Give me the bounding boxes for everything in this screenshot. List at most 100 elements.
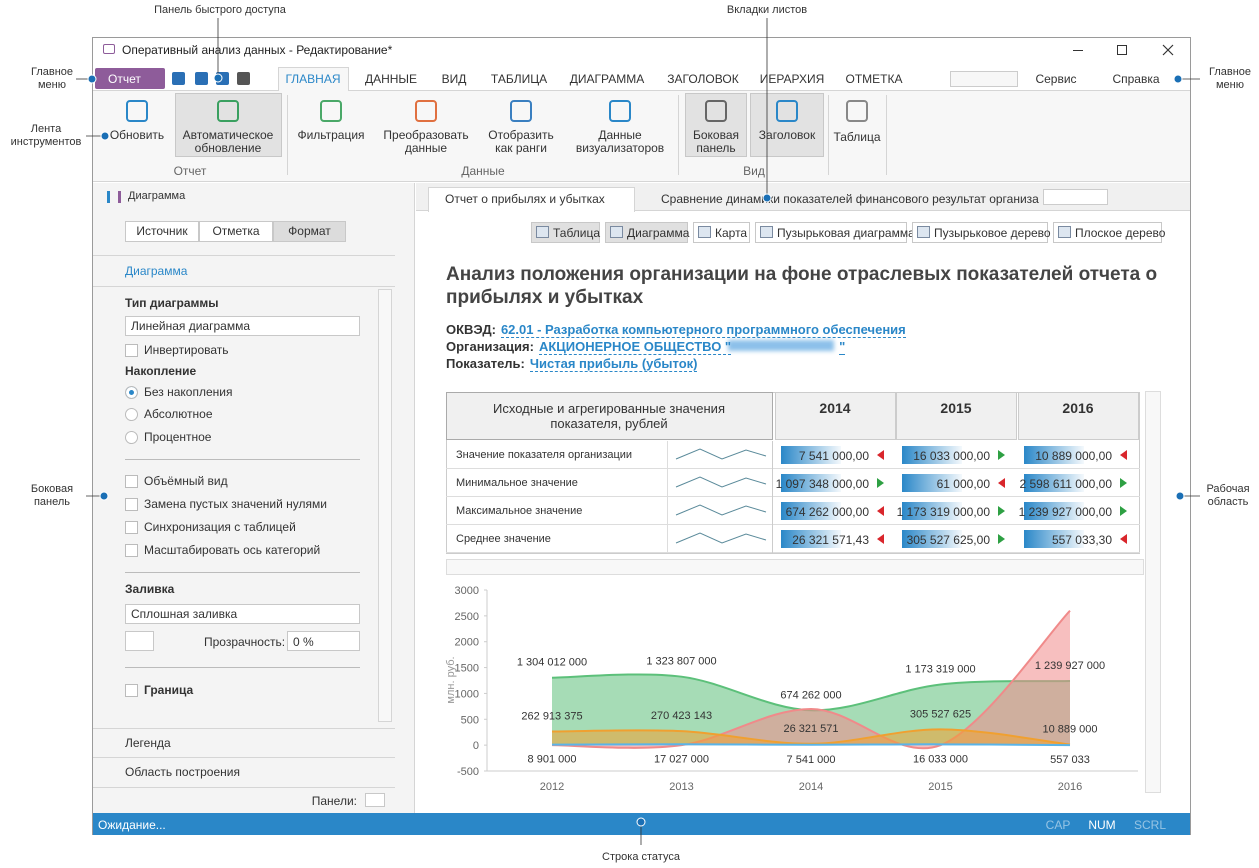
checkbox[interactable] — [125, 521, 138, 534]
view-icon — [1058, 226, 1071, 238]
section-header[interactable]: Диаграмма — [125, 264, 188, 278]
ribbon-tab[interactable]: ВИД — [441, 72, 467, 86]
section-header[interactable]: Область построения — [125, 765, 240, 779]
checkbox[interactable] — [125, 498, 138, 511]
ribbon-button[interactable]: Преобразовать данные — [383, 128, 469, 155]
field-link[interactable]: " — [839, 339, 846, 355]
sheet-nav[interactable] — [1043, 189, 1108, 205]
ribbon-button[interactable]: Обновить — [109, 128, 165, 142]
v-scrollbar[interactable] — [1145, 391, 1161, 793]
ribbon-button[interactable]: Боковая панель — [692, 128, 740, 155]
dropdown[interactable] — [125, 631, 154, 651]
radio-label[interactable]: Без накопления — [144, 385, 233, 399]
panel-tab-label[interactable]: Формат — [288, 224, 331, 238]
checkbox-label[interactable]: Замена пустых значений нулями — [144, 497, 327, 511]
field-link[interactable]: 62.01 - Разработка компьютерного програм… — [500, 322, 906, 338]
spinbox[interactable] — [287, 631, 360, 651]
panel-tab-label[interactable]: Отметка — [212, 224, 260, 238]
section-header[interactable]: Легенда — [125, 736, 171, 750]
ribbon-button-pressed[interactable] — [750, 93, 824, 157]
table-header-cell — [896, 392, 1017, 440]
ribbon-button[interactable]: Заголовок — [758, 128, 816, 142]
ribbon-tab[interactable]: ОТМЕТКА — [845, 72, 903, 86]
ribbon-icon — [415, 100, 437, 122]
ribbon-tab[interactable]: ЗАГОЛОВОК — [667, 72, 739, 86]
minimize[interactable] — [1073, 50, 1083, 51]
menu-item[interactable]: Справка — [1112, 72, 1160, 86]
ribbon-tab[interactable]: ИЕРАРХИЯ — [759, 72, 825, 86]
data-bar — [1024, 530, 1084, 548]
ribbon-icon — [776, 100, 798, 122]
ribbon-button[interactable]: Данные визуализаторов — [575, 128, 665, 155]
ribbon-button[interactable]: Автоматическое обновление — [182, 128, 274, 155]
sheet-tab-label[interactable]: Отчет о прибылях и убытках — [445, 192, 605, 206]
radio-label[interactable]: Абсолютное — [144, 407, 213, 421]
report-field: Организация: АКЦИОНЕРНОЕ ОБЩЕСТВО " " — [446, 339, 846, 355]
view-button[interactable] — [755, 222, 907, 243]
view-button[interactable] — [605, 222, 688, 243]
ribbon-button[interactable]: Отобразить как ранги — [488, 128, 554, 155]
report-menu[interactable] — [95, 68, 165, 89]
sheet-tab-active[interactable] — [428, 187, 635, 212]
maximize[interactable] — [1117, 45, 1127, 55]
checkbox-label[interactable]: Граница — [144, 683, 194, 697]
quick-access-button[interactable] — [172, 72, 185, 85]
dropdown-value[interactable]: Сплошная заливка — [131, 607, 238, 621]
field-link[interactable]: Чистая прибыль (убыток) — [529, 356, 698, 372]
view-button-label[interactable]: Плоское дерево — [1075, 226, 1166, 240]
dropdown[interactable] — [125, 316, 360, 336]
field-label: ОКВЭД: — [446, 322, 496, 337]
annotation: Панель быстрого доступа — [154, 4, 286, 16]
view-button[interactable] — [912, 222, 1048, 243]
scrollbar[interactable] — [378, 289, 392, 722]
ribbon-button-pressed[interactable] — [685, 93, 747, 157]
spinbox-value[interactable]: 0 % — [293, 635, 314, 649]
checkbox[interactable] — [125, 544, 138, 557]
ribbon-tab[interactable]: ГЛАВНАЯ — [285, 72, 341, 86]
radio[interactable] — [125, 408, 138, 421]
view-button-label[interactable]: Пузырьковое дерево — [934, 226, 1051, 240]
panel-tab[interactable] — [199, 221, 273, 242]
panels-button[interactable] — [365, 793, 385, 807]
radio[interactable] — [125, 431, 138, 444]
view-button-label[interactable]: Карта — [715, 226, 748, 240]
checkbox[interactable] — [125, 344, 138, 357]
ribbon-button[interactable]: Фильтрация — [297, 128, 365, 142]
ribbon-icon — [846, 100, 868, 122]
radio[interactable] — [125, 386, 138, 399]
checkbox[interactable] — [125, 684, 138, 697]
panel-tab-label[interactable]: Источник — [136, 224, 188, 238]
checkbox[interactable] — [125, 475, 138, 488]
h-scrollbar[interactable] — [446, 559, 1144, 575]
view-button[interactable] — [1053, 222, 1162, 243]
tab-scroll-nav[interactable] — [950, 71, 1018, 87]
field-label: Показатель: — [446, 356, 525, 371]
checkbox-label[interactable]: Инвертировать — [144, 343, 229, 357]
sheet-tab-label[interactable]: Сравнение динамики показателей финансово… — [661, 192, 1039, 206]
dropdown-value[interactable]: Линейная диаграмма — [131, 319, 250, 333]
field-link[interactable]: АКЦИОНЕРНОЕ ОБЩЕСТВО " — [538, 339, 732, 355]
annotation: Главное меню — [30, 66, 74, 91]
ribbon-tab[interactable]: ТАБЛИЦА — [490, 72, 548, 86]
view-button-label[interactable]: Пузырьковая диаграмма — [777, 226, 915, 240]
dropdown[interactable] — [125, 604, 360, 624]
ribbon-tab[interactable]: ДАННЫЕ — [364, 72, 418, 86]
data-bar — [1024, 502, 1084, 520]
checkbox-label[interactable]: Масштабировать ось категорий — [144, 543, 321, 557]
panel-tab[interactable] — [273, 221, 346, 242]
checkbox-label[interactable]: Синхронизация с таблицей — [144, 520, 296, 534]
ribbon-tab[interactable]: ДИАГРАММА — [569, 72, 645, 86]
view-button-label[interactable]: Диаграмма — [627, 226, 690, 240]
panel-title: Диаграмма — [128, 190, 186, 202]
view-button-label[interactable]: Таблица — [553, 226, 601, 240]
quick-access-button[interactable] — [195, 72, 208, 85]
ribbon-button-pressed[interactable] — [175, 93, 282, 157]
ribbon-tab-active[interactable] — [278, 67, 349, 91]
quick-access-button[interactable] — [216, 72, 229, 85]
checkbox-label[interactable]: Объёмный вид — [144, 474, 228, 488]
panel-tab[interactable] — [125, 221, 199, 242]
quick-access-button[interactable] — [237, 72, 250, 85]
ribbon-button[interactable]: Таблица — [833, 130, 881, 144]
radio-label[interactable]: Процентное — [144, 430, 212, 444]
menu-item[interactable]: Сервис — [1035, 72, 1077, 86]
